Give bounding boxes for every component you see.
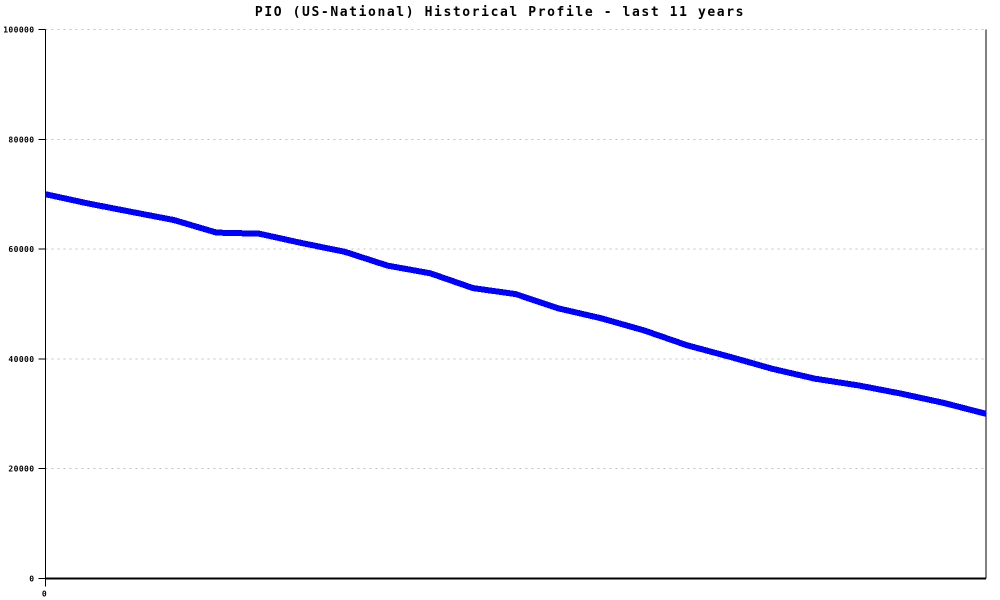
chart-title: PIO (US-National) Historical Profile - l… — [254, 5, 746, 20]
axis-labels: 0 20000 40000 60000 80000 100000 0 — [3, 26, 47, 599]
y-tick-label: 0 — [29, 575, 34, 584]
y-tick-label: 40000 — [8, 355, 34, 364]
x-tick-label: 0 — [42, 590, 47, 599]
y-tick-label: 100000 — [3, 26, 34, 35]
y-tick-label: 60000 — [8, 245, 34, 254]
gridlines — [45, 29, 986, 470]
y-tick-label: 20000 — [8, 465, 34, 474]
profile-line — [44, 191, 987, 417]
axis-ticks — [38, 29, 46, 587]
y-tick-label: 80000 — [8, 135, 34, 144]
